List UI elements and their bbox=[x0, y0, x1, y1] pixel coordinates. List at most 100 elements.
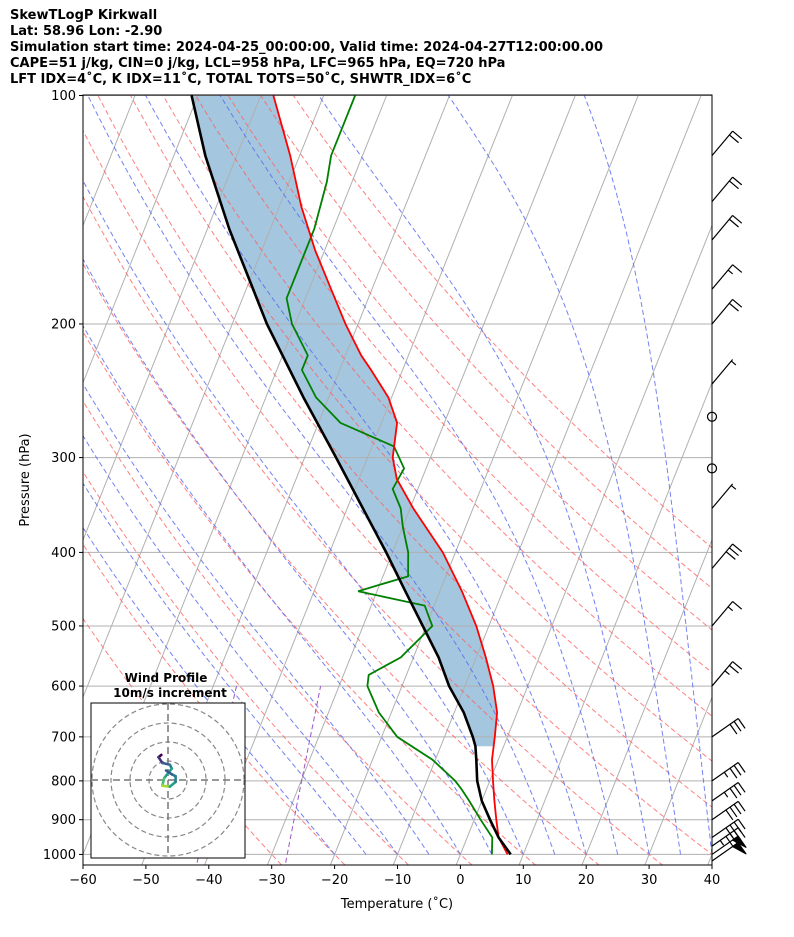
hodograph-ring bbox=[91, 703, 245, 857]
barb-full bbox=[737, 801, 746, 812]
isotherm bbox=[83, 95, 199, 385]
isotherm bbox=[581, 538, 712, 865]
barb-full bbox=[725, 551, 736, 560]
x-tick-label: −30 bbox=[258, 873, 285, 888]
hodograph-inset: Wind Profile 10m/s increment bbox=[90, 671, 246, 859]
moist-adiabat bbox=[145, 95, 587, 855]
wind-barb bbox=[711, 483, 737, 509]
hodograph-title: Wind Profile bbox=[125, 671, 208, 685]
x-axis-label: Temperature (˚C) bbox=[340, 896, 453, 912]
barb-full bbox=[732, 661, 743, 670]
wind-barb bbox=[711, 543, 743, 569]
x-tick-label: −40 bbox=[195, 873, 222, 888]
parcel-line bbox=[190, 95, 512, 856]
x-tick-label: 10 bbox=[515, 873, 532, 888]
dry-adiabat bbox=[162, 95, 712, 717]
calm-wind-marker bbox=[706, 411, 718, 422]
y-tick-label: 800 bbox=[51, 774, 76, 789]
barb-full bbox=[733, 821, 742, 833]
mixing-ratio-line bbox=[284, 686, 322, 865]
barb-shaft bbox=[711, 359, 734, 385]
dry-adiabat bbox=[97, 95, 712, 808]
axes: −60 −50 −40 −30 −20 −10 0 10 20 30 40 100 200 300 400 5… bbox=[43, 89, 720, 888]
barb-full bbox=[733, 785, 742, 796]
barb-half bbox=[727, 606, 734, 612]
cape-fill bbox=[191, 95, 498, 747]
y-tick-label: 1000 bbox=[43, 848, 76, 863]
barb-full bbox=[737, 718, 746, 729]
wind-barb bbox=[711, 661, 743, 687]
location-line: Lat: 58.96 Lon: -2.90 bbox=[10, 24, 163, 39]
moist-adiabat bbox=[83, 179, 524, 855]
wind-barbs bbox=[706, 130, 747, 862]
y-tick-label: 200 bbox=[51, 317, 76, 332]
barb-half bbox=[730, 360, 737, 366]
barb-full bbox=[728, 547, 739, 556]
x-tick-label: −10 bbox=[384, 873, 411, 888]
barb-full bbox=[729, 824, 738, 836]
barb-flag bbox=[731, 835, 747, 848]
y-tick-label: 600 bbox=[51, 680, 76, 695]
hodograph-subtitle: 10m/s increment bbox=[113, 686, 227, 700]
isotherm bbox=[392, 95, 702, 865]
wind-barb bbox=[711, 818, 746, 839]
barb-full bbox=[728, 664, 739, 674]
x-tick-label: 0 bbox=[456, 873, 464, 888]
barb-shaft bbox=[711, 299, 734, 325]
barb-full bbox=[732, 298, 743, 308]
wind-barb bbox=[711, 298, 743, 325]
chart-header: SkewTLogP Kirkwall Lat: 58.96 Lon: -2.90… bbox=[10, 8, 603, 88]
dry-adiabat bbox=[130, 95, 712, 762]
barb-full bbox=[728, 134, 739, 144]
barb-full bbox=[729, 767, 738, 779]
barb-full bbox=[728, 302, 739, 312]
barb-half bbox=[724, 670, 730, 676]
barb-half bbox=[723, 771, 729, 778]
calm-wind-marker bbox=[706, 463, 718, 474]
x-tick-label: 20 bbox=[578, 873, 595, 888]
barb-full bbox=[732, 130, 743, 140]
dry-adiabat bbox=[195, 95, 712, 674]
dry-adiabat bbox=[83, 195, 664, 865]
moist-adiabat bbox=[83, 258, 493, 855]
wind-barb bbox=[711, 359, 737, 385]
moist-adiabat bbox=[83, 482, 367, 855]
barb-full bbox=[729, 787, 738, 799]
barb-full bbox=[737, 782, 746, 793]
x-tick-label: −20 bbox=[321, 873, 348, 888]
barb-full bbox=[725, 827, 734, 838]
isotherm bbox=[329, 95, 639, 865]
isotherm bbox=[83, 95, 262, 542]
barb-half bbox=[727, 269, 734, 275]
y-tick-label: 300 bbox=[51, 451, 76, 466]
barb-shaft bbox=[711, 483, 734, 509]
wind-barb bbox=[711, 600, 743, 627]
wind-barb bbox=[711, 841, 747, 862]
barb-full bbox=[729, 806, 738, 818]
wind-barb bbox=[711, 762, 746, 782]
isotherm bbox=[518, 381, 712, 865]
barb-shaft bbox=[711, 718, 739, 738]
isotherm bbox=[644, 695, 712, 865]
wind-barb bbox=[711, 130, 743, 156]
y-tick-label: 700 bbox=[51, 730, 76, 745]
isotherm bbox=[707, 853, 712, 865]
moist-adiabat bbox=[318, 95, 650, 855]
y-tick-label: 100 bbox=[51, 89, 76, 104]
dry-adiabat bbox=[83, 330, 537, 865]
isotherm bbox=[266, 95, 576, 865]
barb-full bbox=[733, 803, 742, 815]
isotherm bbox=[0, 96, 72, 871]
moist-adiabat bbox=[447, 95, 681, 855]
barb-shaft bbox=[711, 601, 734, 627]
barb-full bbox=[737, 818, 746, 830]
barb-shaft bbox=[711, 782, 739, 802]
wind-barb bbox=[711, 782, 746, 802]
time-line: Simulation start time: 2024-04-25_00:00:… bbox=[10, 40, 603, 55]
data-series bbox=[190, 95, 512, 856]
x-tick-label: −60 bbox=[69, 873, 96, 888]
barb-full bbox=[733, 765, 742, 776]
hodograph-segment bbox=[161, 761, 172, 767]
y-tick-label: 400 bbox=[51, 546, 76, 561]
plot-grid bbox=[0, 95, 712, 871]
